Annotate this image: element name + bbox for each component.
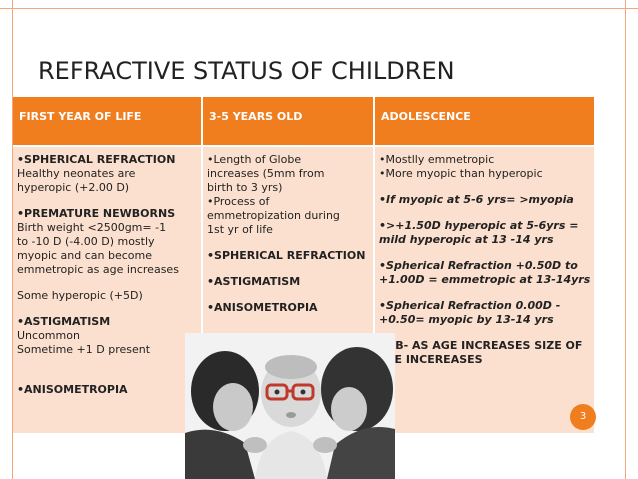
cell-adolescence: •Mostlly emmetropic •More myopic than hy… [379,153,592,367]
cell-first-year: •SPHERICAL REFRACTION Healthy neonates a… [17,153,199,397]
italic-line: mild hyperopic at 13 -14 yrs [379,233,554,246]
italic-line: +1.00D = emmetropic at 13-14yrs [379,273,591,286]
text-line: •Process of [207,195,270,208]
heading-spherical: •SPHERICAL REFRACTION [207,249,366,262]
text-line: to -10 D (-4.00 D) mostly [17,235,155,248]
nb-line: •NB- AS AGE INCREASES SIZE OF [379,339,583,352]
slide-title: REFRACTIVE STATUS OF CHILDREN [38,57,455,85]
text-line: 1st yr of life [207,223,273,236]
frame-left-line [12,0,13,479]
text-line: •Length of Globe [207,153,302,166]
text-line: increases (5mm from [207,167,325,180]
text-line: •More myopic than hyperopic [379,167,543,180]
heading-astigmatism: •ASTIGMATISM [17,315,111,328]
text-line: emmetropic as age increases [17,263,179,276]
text-line: Sometime +1 D present [17,343,151,356]
page-number-badge: 3 [570,404,596,430]
text-line: Healthy neonates are [17,167,136,180]
italic-line: +0.50= myopic by 13-14 yrs [379,313,554,326]
header-3-5-years: 3-5 YEARS OLD [203,97,373,145]
text-line: •Mostlly emmetropic [379,153,495,166]
refractive-table: FIRST YEAR OF LIFE 3-5 YEARS OLD ADOLESC… [13,97,594,433]
text-line: Some hyperopic (+5D) [17,289,143,302]
heading-spherical: •SPHERICAL REFRACTION [17,153,176,166]
frame-right-line [625,0,626,479]
cell-3-5-years: •Length of Globe increases (5mm from bir… [207,153,371,315]
italic-line: •Spherical Refraction 0.00D - [379,299,561,312]
text-line: Uncommon [17,329,80,342]
frame-top-line [0,8,638,9]
text-line: emmetropization during [207,209,340,222]
family-photo-illustration [185,333,395,479]
family-photo [185,333,395,479]
heading-astigmatism: •ASTIGMATISM [207,275,301,288]
text-line: myopic and can become [17,249,152,262]
cell-bg-first-year [13,147,201,433]
text-line: birth to 3 yrs) [207,181,283,194]
cell-bg-adolescence [375,147,594,433]
heading-anisometropia: •ANISOMETROPIA [207,301,318,314]
italic-line: •If myopic at 5-6 yrs= >myopia [379,193,574,206]
italic-line: •>+1.50D hyperopic at 5-6yrs = [379,219,579,232]
text-line: Birth weight <2500gm= -1 [17,221,167,234]
header-adolescence: ADOLESCENCE [375,97,594,145]
heading-premature: •PREMATURE NEWBORNS [17,207,176,220]
text-line: hyperopic (+2.00 D) [17,181,130,194]
italic-line: •Spherical Refraction +0.50D to [379,259,578,272]
nb-line: EYE INCEREASES [379,353,483,366]
header-first-year: FIRST YEAR OF LIFE [13,97,201,145]
heading-anisometropia: •ANISOMETROPIA [17,383,128,396]
